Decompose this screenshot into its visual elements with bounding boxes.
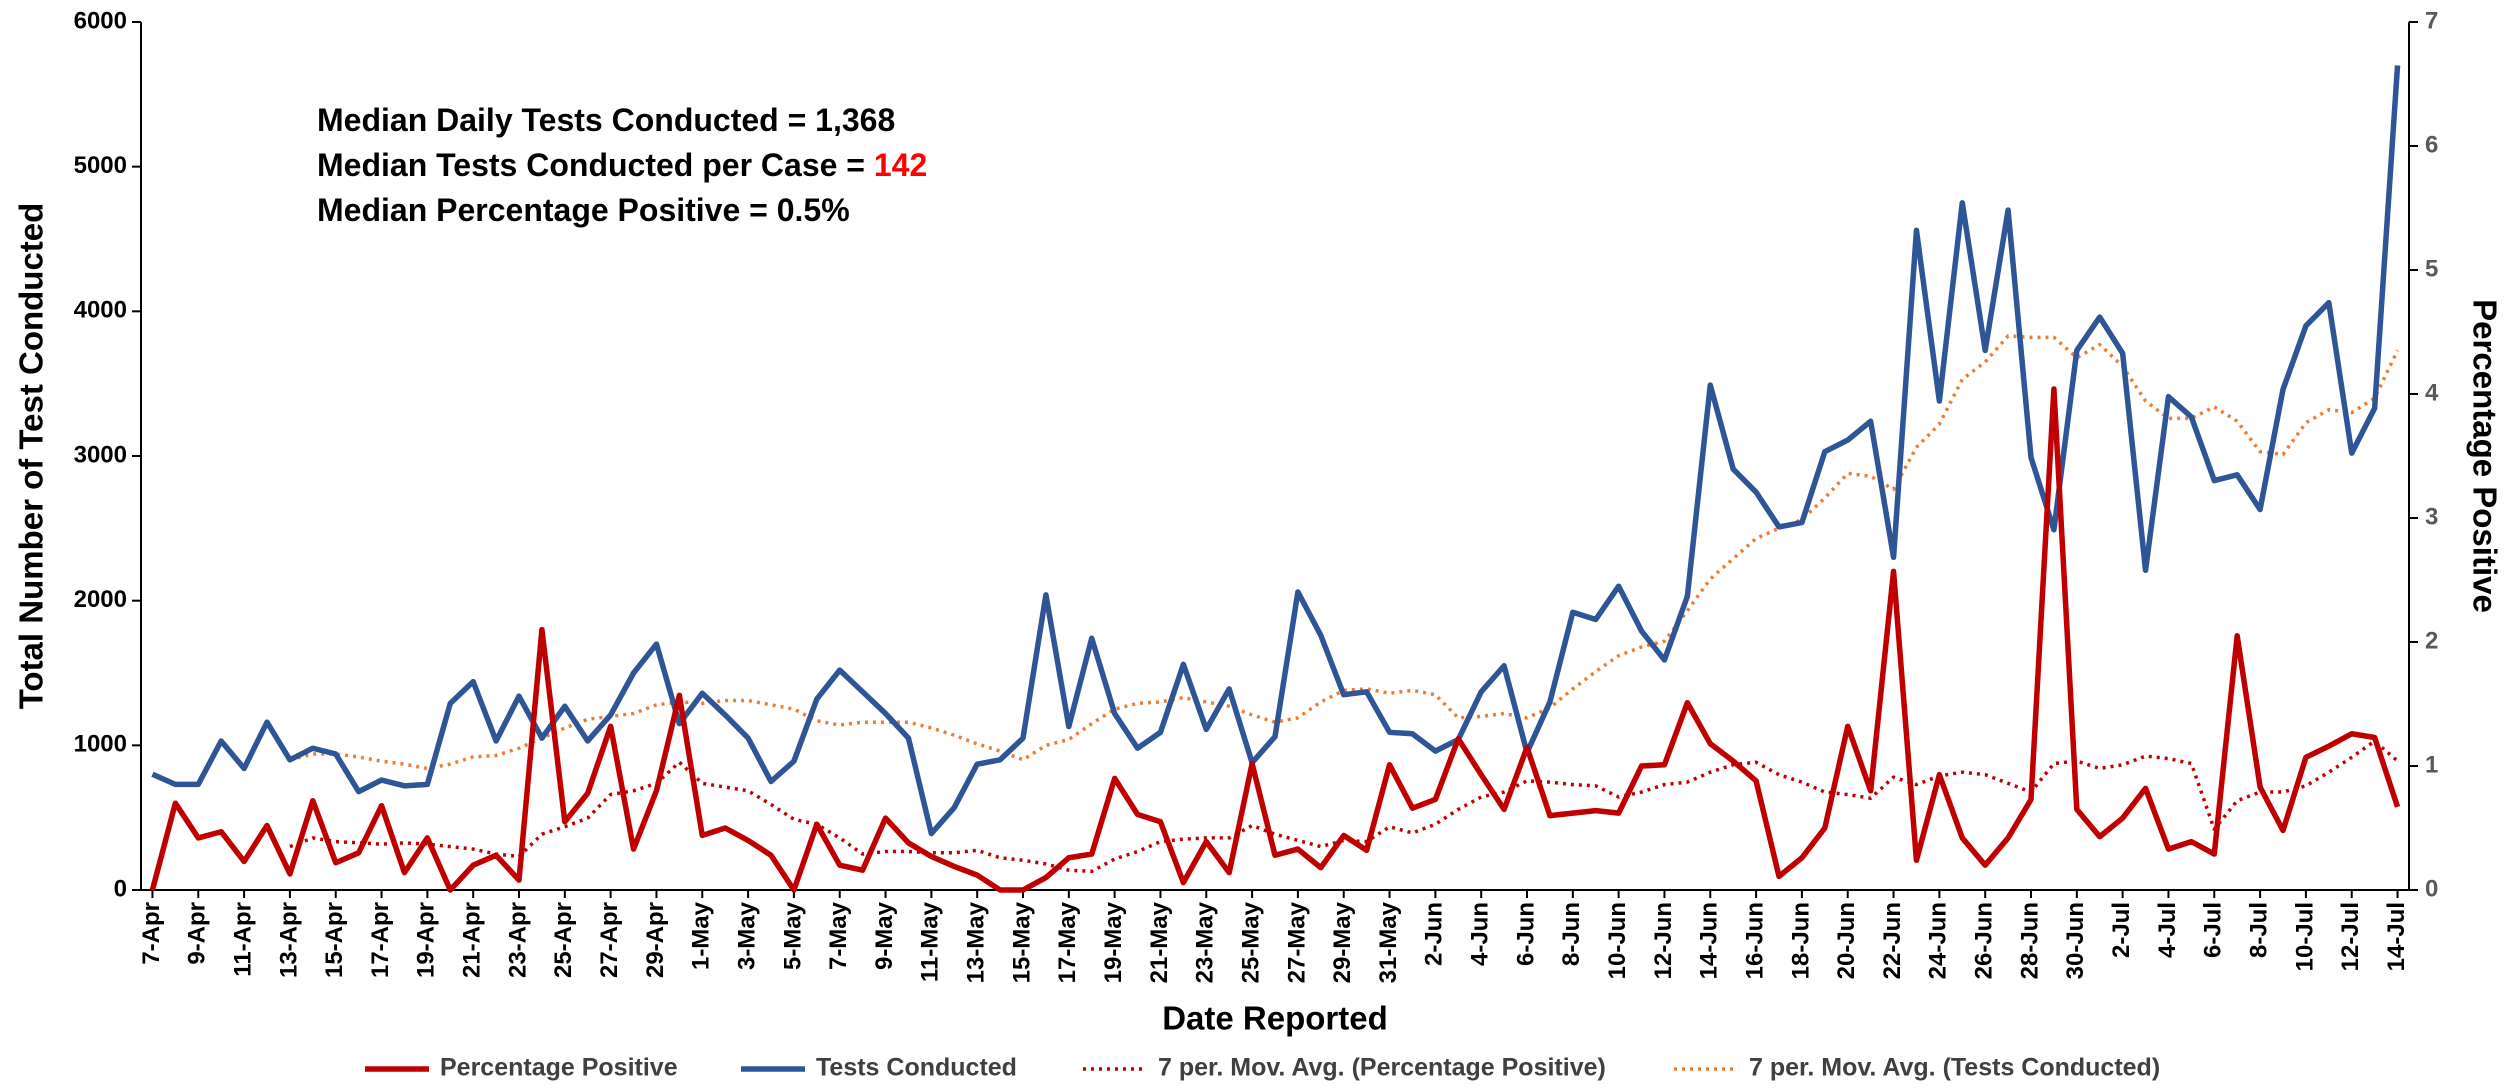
x-tick-label: 1-May (688, 901, 715, 970)
legend-label: Tests Conducted (816, 1054, 1017, 1082)
y-tick-label: 0 (114, 875, 127, 902)
y-tick-label: 4000 (74, 297, 127, 324)
series-line (149, 386, 2401, 893)
x-tick-label: 27-May (1283, 901, 1310, 983)
y-tick-label: 2000 (74, 586, 127, 613)
x-tick-label: 12-Jun (1650, 902, 1677, 979)
x-tick-label: 27-Apr (596, 902, 623, 978)
series-line (289, 334, 2400, 771)
y2-tick-label: 5 (2425, 255, 2438, 282)
x-tick-label: 7-May (825, 901, 852, 970)
series-line (151, 65, 2401, 837)
annotation-highlight: 142 (874, 147, 927, 183)
x-tick-label: 25-May (1237, 901, 1264, 983)
x-tick-label: 8-Jun (1558, 902, 1585, 966)
x-tick-label: 5-May (779, 901, 806, 970)
x-tick-label: 16-Jun (1741, 902, 1768, 979)
legend-label: 7 per. Mov. Avg. (Percentage Positive) (1158, 1054, 1606, 1082)
x-tick-label: 29-May (1329, 901, 1356, 983)
x-tick-label: 31-May (1375, 901, 1402, 983)
x-tick-label: 8-Jul (2245, 902, 2272, 958)
y-tick-label: 3000 (74, 441, 127, 468)
x-tick-label: 19-Apr (413, 902, 440, 978)
x-tick-label: 3-May (733, 901, 760, 970)
y-tick-label: 1000 (74, 731, 127, 758)
annotation: Median Tests Conducted per Case = 142 (317, 147, 927, 183)
x-tick-label: 21-May (1146, 901, 1173, 983)
x-tick-label: 24-Jun (1925, 902, 1952, 979)
y2-tick-label: 6 (2425, 131, 2438, 158)
x-tick-label: 15-Apr (321, 902, 348, 978)
annotation-text: Median Percentage Positive = 0.5% (317, 192, 850, 228)
x-axis-title: Date Reported (1162, 1000, 1388, 1037)
x-tick-label: 17-Apr (367, 902, 394, 978)
y-tick-label: 6000 (74, 7, 127, 34)
legend-label: Percentage Positive (440, 1054, 678, 1082)
y2-tick-label: 2 (2425, 627, 2438, 654)
x-tick-label: 11-May (917, 901, 944, 982)
y2-tick-label: 4 (2425, 379, 2439, 406)
x-tick-label: 23-May (1192, 901, 1219, 983)
x-tick-label: 6-Jul (2200, 902, 2227, 958)
x-tick-label: 21-Apr (459, 902, 486, 978)
x-tick-label: 26-Jun (1971, 902, 1998, 979)
x-tick-label: 30-Jun (2062, 902, 2089, 979)
y2-tick-label: 3 (2425, 503, 2438, 530)
x-tick-label: 2-Jun (1421, 902, 1448, 966)
annotation: Median Daily Tests Conducted = 1,368 (317, 102, 895, 138)
annotation-text: Median Daily Tests Conducted = 1,368 (317, 102, 895, 138)
series-line (289, 739, 2399, 874)
x-tick-label: 13-Apr (275, 902, 302, 978)
x-tick-label: 29-Apr (642, 902, 669, 978)
x-tick-label: 10-Jul (2291, 902, 2318, 971)
annotation-text: Median Tests Conducted per Case = (317, 147, 874, 183)
legend-label: 7 per. Mov. Avg. (Tests Conducted) (1749, 1054, 2160, 1082)
x-tick-label: 23-Apr (504, 902, 531, 978)
x-tick-label: 28-Jun (2016, 902, 2043, 979)
y-axis-title: Total Number of Test Conducted (13, 203, 50, 710)
x-tick-label: 13-May (963, 901, 990, 983)
x-tick-label: 4-Jun (1467, 902, 1494, 966)
x-tick-label: 14-Jun (1696, 902, 1723, 979)
x-tick-label: 11-Apr (229, 902, 256, 977)
x-tick-label: 6-Jun (1512, 902, 1539, 966)
x-tick-label: 17-May (1054, 901, 1081, 983)
x-tick-label: 15-May (1008, 901, 1035, 983)
x-tick-label: 20-Jun (1833, 902, 1860, 979)
x-tick-label: 14-Jul (2383, 902, 2410, 971)
annotation: Median Percentage Positive = 0.5% (317, 192, 850, 228)
x-tick-label: 2-Jul (2108, 902, 2135, 958)
x-tick-label: 18-Jun (1787, 902, 1814, 979)
y2-axis-title: Percentage Positive (2466, 299, 2503, 613)
x-tick-label: 10-Jun (1604, 902, 1631, 979)
x-tick-label: 12-Jul (2337, 902, 2364, 971)
x-tick-label: 4-Jul (2154, 902, 2181, 958)
y2-tick-label: 7 (2425, 7, 2438, 34)
y-tick-label: 5000 (74, 152, 127, 179)
x-tick-label: 25-Apr (550, 902, 577, 978)
x-tick-label: 9-Apr (184, 902, 211, 965)
y2-tick-label: 0 (2425, 875, 2438, 902)
x-tick-label: 7-Apr (138, 902, 165, 965)
x-tick-label: 9-May (871, 901, 898, 970)
x-tick-label: 22-Jun (1879, 902, 1906, 979)
x-tick-label: 19-May (1100, 901, 1127, 983)
y2-tick-label: 1 (2425, 751, 2438, 778)
